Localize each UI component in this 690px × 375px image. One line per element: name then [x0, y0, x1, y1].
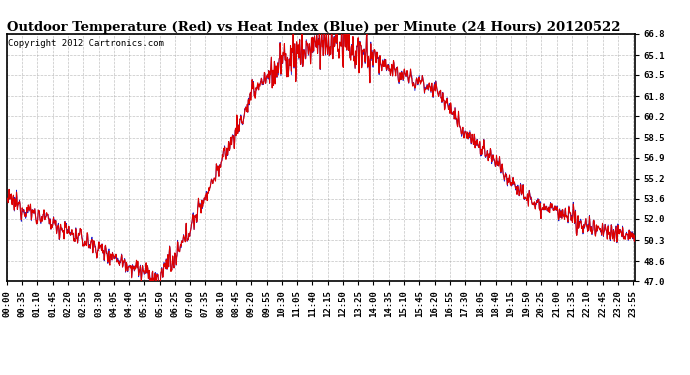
Text: Outdoor Temperature (Red) vs Heat Index (Blue) per Minute (24 Hours) 20120522: Outdoor Temperature (Red) vs Heat Index … — [7, 21, 620, 34]
Text: Copyright 2012 Cartronics.com: Copyright 2012 Cartronics.com — [8, 39, 164, 48]
